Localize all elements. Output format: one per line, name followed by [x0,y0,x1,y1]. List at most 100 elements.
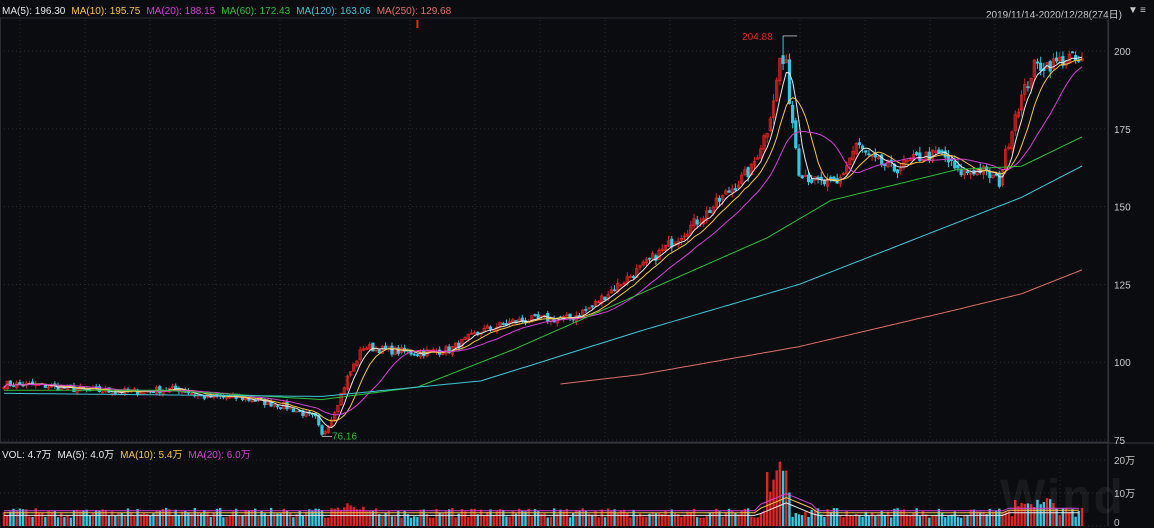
candle-body [1074,55,1078,61]
candle-body [113,392,117,394]
volume-bar [902,509,906,526]
volume-bar [851,516,855,526]
volume-bar [877,513,880,526]
volume-bar [362,506,365,526]
candle-body [647,257,652,260]
volume-bar [333,508,336,526]
volume-bar [295,514,298,526]
volume-bar [785,470,788,526]
candle-body [775,79,779,101]
candle-body [441,353,445,355]
candle-body [349,371,353,376]
volume-bar [626,513,629,526]
volume-bar [606,508,610,526]
volume-bar [909,514,912,526]
volume-bar [581,508,584,526]
volume-bar [60,512,63,526]
volume-bar [63,517,66,526]
candle-body [253,400,257,402]
candle-body [841,172,846,176]
candle-body [848,157,852,166]
candle-body [72,385,76,393]
volume-bar [133,515,136,526]
volume-bar [180,511,184,526]
volume-bar [231,511,235,526]
candle-body [628,276,633,278]
menu-icon[interactable]: ≡ [1140,5,1146,16]
date-range-label[interactable]: 2019/11/14-2020/12/28(274日) [985,10,1122,21]
candle-body [380,345,385,354]
candle-body [641,261,645,266]
candle-body [1058,56,1062,62]
chevron-down-icon[interactable]: ▼ [1128,5,1138,16]
volume-bar [794,513,798,526]
volume-bar [260,510,263,526]
volume-bar [1058,514,1061,526]
candle-body [174,385,178,390]
volume-bar [397,511,400,526]
volume-bar [657,513,661,526]
volume-bar [435,508,438,526]
candle-body [460,338,464,348]
candle-body [1032,59,1036,77]
volume-bar [292,517,295,526]
candle-body [463,337,467,340]
candle-body [791,104,795,124]
volume-bar [467,516,470,526]
candle-body [956,165,960,169]
volume-bar [845,510,848,526]
volume-bar [473,508,476,526]
volume-bar [699,517,702,526]
volume-bar [463,511,467,526]
volume-bar [53,510,57,526]
candle-body [854,143,858,155]
candle-body [1010,131,1014,150]
candle-body [635,268,639,278]
volume-bar [848,515,852,526]
volume-bar [998,508,1001,526]
candle-body [364,347,369,350]
volume-bar [56,517,60,526]
volume-bar [988,508,991,526]
volume-bar [972,509,976,526]
volume-bar [804,511,807,526]
volume-bar [635,515,639,526]
volume-bar [896,508,899,526]
volume-bar [591,514,594,526]
volume-bar [724,512,728,526]
candle-body [339,392,343,406]
legend-vol-ma5: MA(5): 4.0万 [57,450,115,461]
volume-bar [25,509,28,526]
candle-body [768,118,772,132]
candle-body [651,253,655,260]
volume-bar [145,513,149,526]
volume-bar [355,509,359,526]
candle-body [320,425,324,435]
volume-bar [79,511,82,526]
volume-bar [444,511,448,526]
candle-body [247,398,251,401]
volume-bar [524,511,527,526]
volume-bar [928,517,931,526]
volume-bar [88,515,92,526]
volume-bar [511,511,514,526]
candle-body [1016,111,1021,117]
candle-body [667,240,671,247]
candle-body [323,431,327,435]
candle-body [342,387,346,395]
candle-body [736,184,741,189]
volume-bar [982,511,985,526]
volume-bar [880,510,883,526]
volume-bar [514,513,518,526]
volume-legend: VOL: 4.7万 MA(5): 4.0万 MA(10): 5.4万 MA(20… [2,446,251,461]
volume-bar [861,516,864,526]
volume-bar [21,509,25,526]
volume-bar [15,509,18,526]
candle-body [383,345,388,350]
volume-bar [963,515,966,526]
candle-body [937,149,941,153]
candle-body [294,410,299,413]
volume-bar [979,511,982,526]
candle-body [663,244,668,251]
candle-body [997,172,1001,187]
